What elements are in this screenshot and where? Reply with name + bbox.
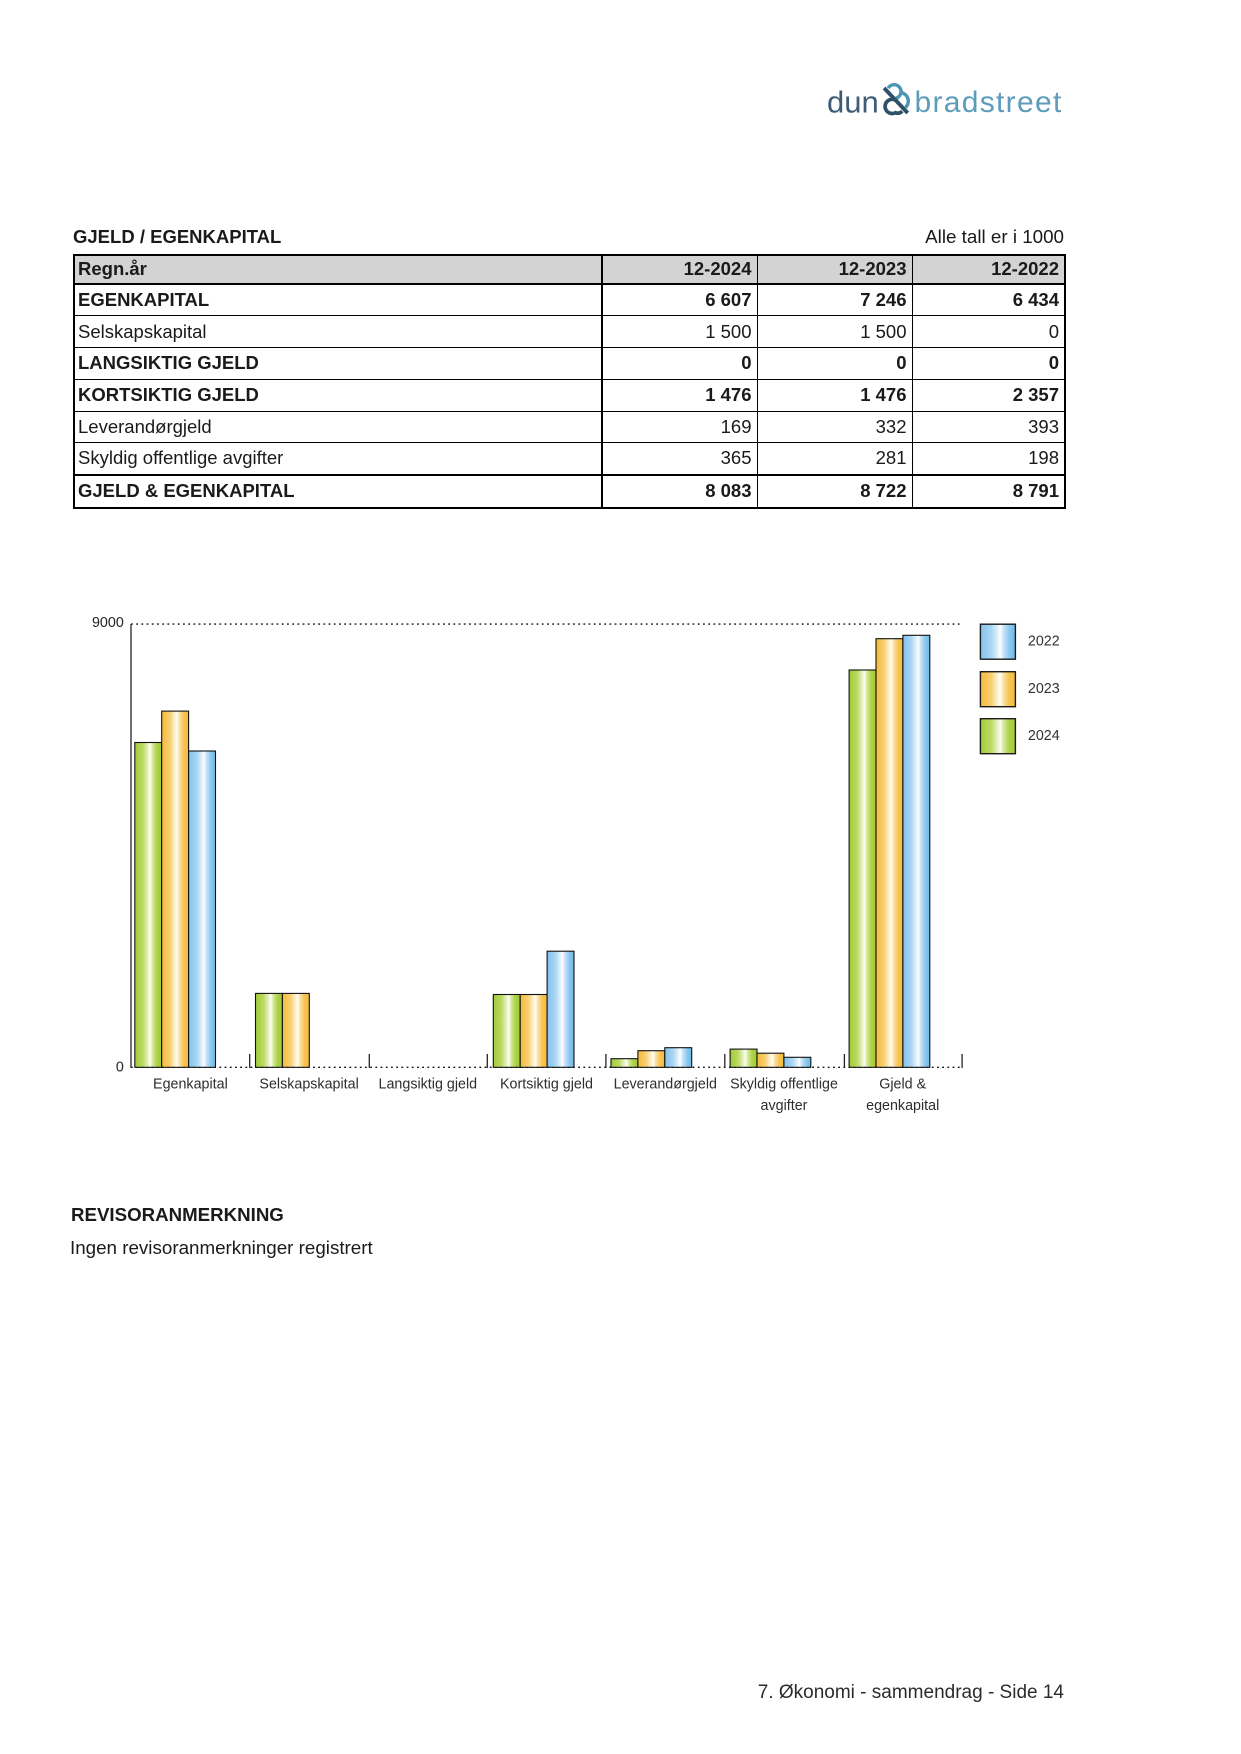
- svg-text:2023: 2023: [1028, 681, 1060, 697]
- svg-text:Kortsiktig gjeld: Kortsiktig gjeld: [500, 1076, 593, 1092]
- svg-text:Langsiktig gjeld: Langsiktig gjeld: [379, 1076, 478, 1092]
- svg-text:2024: 2024: [1028, 728, 1060, 744]
- svg-text:2022: 2022: [1028, 634, 1060, 650]
- svg-text:bradstreet: bradstreet: [915, 86, 1063, 119]
- svg-text:avgifter: avgifter: [761, 1098, 808, 1114]
- svg-text:dun: dun: [827, 85, 879, 120]
- svg-text:Skyldig offentlige: Skyldig offentlige: [730, 1076, 838, 1092]
- svg-text:Leverandørgjeld: Leverandørgjeld: [614, 1076, 717, 1092]
- svg-text:0: 0: [116, 1060, 124, 1076]
- svg-text:Gjeld &: Gjeld &: [879, 1076, 926, 1092]
- svg-text:Selskapskapital: Selskapskapital: [259, 1076, 358, 1092]
- svg-text:Egenkapital: Egenkapital: [153, 1076, 228, 1092]
- svg-text:egenkapital: egenkapital: [866, 1098, 939, 1114]
- svg-text:9000: 9000: [92, 615, 124, 631]
